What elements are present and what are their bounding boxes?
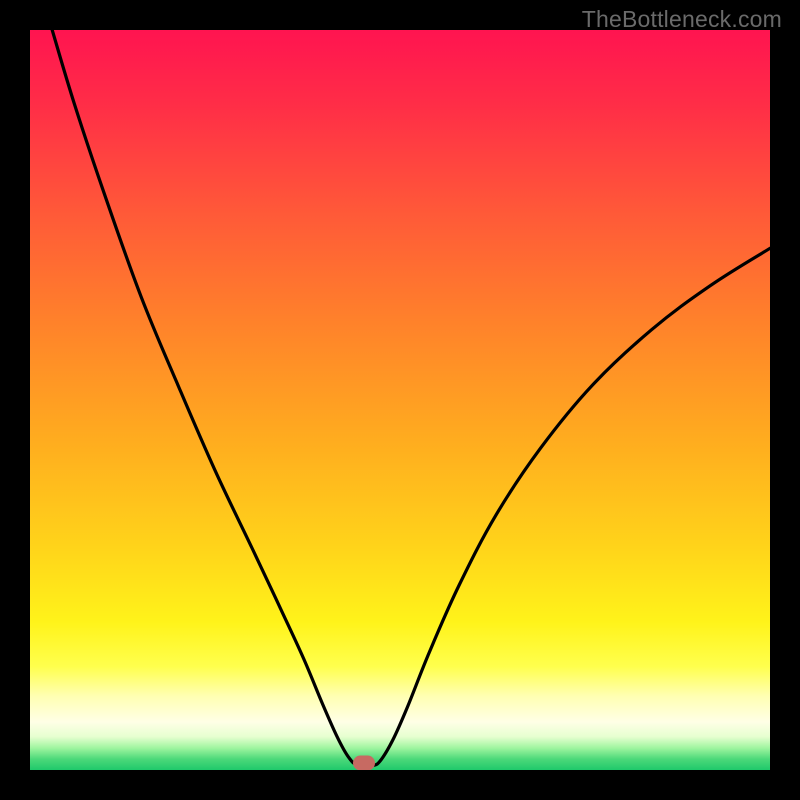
bottleneck-curve-svg — [30, 30, 770, 770]
plot-area — [30, 30, 770, 770]
optimal-point-marker — [353, 756, 375, 770]
bottleneck-curve — [52, 30, 770, 766]
watermark-text: TheBottleneck.com — [582, 6, 782, 33]
